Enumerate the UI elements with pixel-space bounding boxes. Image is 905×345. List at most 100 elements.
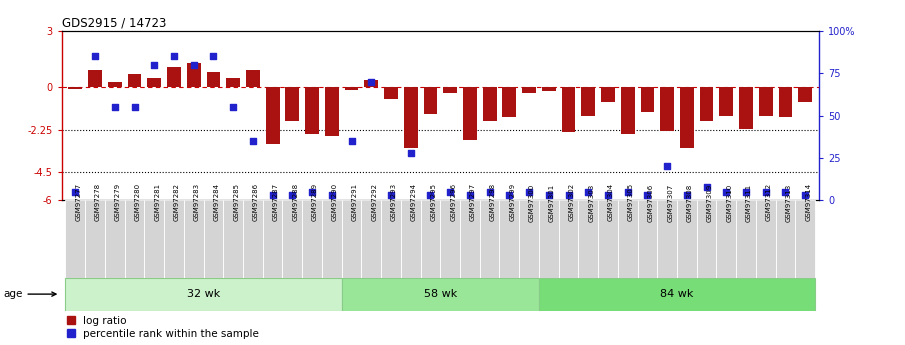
Text: GSM97298: GSM97298 xyxy=(490,183,496,221)
Point xyxy=(344,138,358,144)
Point xyxy=(226,104,241,110)
Bar xyxy=(776,200,795,278)
Bar xyxy=(361,200,381,278)
Bar xyxy=(538,278,815,310)
Bar xyxy=(266,87,280,144)
Point xyxy=(541,192,556,198)
Legend: log ratio, percentile rank within the sample: log ratio, percentile rank within the sa… xyxy=(67,316,260,339)
Point xyxy=(778,189,793,194)
Point xyxy=(147,62,161,68)
Text: GSM97314: GSM97314 xyxy=(805,183,811,221)
Point xyxy=(364,79,378,85)
Bar xyxy=(581,87,595,116)
Text: GSM97296: GSM97296 xyxy=(450,183,456,221)
Bar xyxy=(482,87,497,121)
Point xyxy=(680,192,694,198)
Bar xyxy=(421,200,440,278)
Bar xyxy=(285,87,300,121)
Bar xyxy=(167,67,181,87)
Text: GSM97299: GSM97299 xyxy=(510,183,515,221)
Text: GSM97311: GSM97311 xyxy=(746,183,752,221)
Text: GSM97277: GSM97277 xyxy=(75,183,81,221)
Text: GSM97300: GSM97300 xyxy=(529,183,535,221)
Point xyxy=(88,53,102,59)
Text: 32 wk: 32 wk xyxy=(187,289,220,299)
Text: GSM97284: GSM97284 xyxy=(214,184,219,221)
Bar xyxy=(206,72,220,87)
Bar xyxy=(305,87,319,134)
Bar xyxy=(736,200,756,278)
Bar xyxy=(700,87,713,121)
Bar xyxy=(719,87,733,116)
Bar xyxy=(384,87,398,99)
Bar xyxy=(302,200,322,278)
Bar xyxy=(460,200,480,278)
Bar xyxy=(601,87,614,102)
Text: GSM97285: GSM97285 xyxy=(233,184,239,221)
Point xyxy=(700,184,714,189)
Text: GSM97302: GSM97302 xyxy=(568,183,575,221)
Point xyxy=(384,192,398,198)
Bar xyxy=(184,200,204,278)
Point xyxy=(186,62,201,68)
Text: GDS2915 / 14723: GDS2915 / 14723 xyxy=(62,17,166,30)
Bar xyxy=(243,200,262,278)
Bar xyxy=(85,200,105,278)
Text: GSM97291: GSM97291 xyxy=(351,183,357,221)
Point xyxy=(502,192,517,198)
Bar xyxy=(661,87,674,131)
Bar xyxy=(578,200,598,278)
Bar xyxy=(795,200,815,278)
Text: GSM97295: GSM97295 xyxy=(431,184,436,221)
Bar xyxy=(480,200,500,278)
Point xyxy=(482,189,497,194)
Point xyxy=(621,189,635,194)
Point xyxy=(167,53,181,59)
Bar xyxy=(404,87,417,148)
Point xyxy=(462,192,477,198)
Text: GSM97278: GSM97278 xyxy=(95,183,101,221)
Text: GSM97287: GSM97287 xyxy=(272,183,279,221)
Bar xyxy=(562,87,576,132)
Point xyxy=(245,138,260,144)
Text: GSM97309: GSM97309 xyxy=(707,183,712,221)
Point xyxy=(758,189,773,194)
Text: GSM97294: GSM97294 xyxy=(411,184,416,221)
Text: GSM97279: GSM97279 xyxy=(115,183,120,221)
Point xyxy=(798,192,813,198)
Bar xyxy=(164,200,184,278)
Point xyxy=(206,53,221,59)
Bar xyxy=(246,70,260,87)
Bar xyxy=(618,200,637,278)
Text: GSM97308: GSM97308 xyxy=(687,183,693,221)
Bar xyxy=(637,200,657,278)
Text: 84 wk: 84 wk xyxy=(661,289,694,299)
Bar xyxy=(443,87,457,93)
Bar xyxy=(440,200,460,278)
Bar xyxy=(325,87,338,136)
Bar xyxy=(65,200,85,278)
Point xyxy=(719,189,734,194)
Bar xyxy=(756,200,776,278)
Text: GSM97286: GSM97286 xyxy=(252,183,259,221)
Bar xyxy=(697,200,717,278)
Text: GSM97306: GSM97306 xyxy=(647,183,653,221)
Text: GSM97282: GSM97282 xyxy=(174,184,180,221)
Bar xyxy=(538,200,558,278)
Point xyxy=(285,192,300,198)
Bar xyxy=(226,78,240,87)
Bar xyxy=(500,200,519,278)
Bar xyxy=(621,87,634,134)
Bar xyxy=(88,70,102,87)
Point xyxy=(424,192,438,198)
Bar xyxy=(381,200,401,278)
Point xyxy=(404,150,418,156)
Bar xyxy=(148,78,161,87)
Bar xyxy=(778,87,793,117)
Bar xyxy=(717,200,736,278)
Text: GSM97301: GSM97301 xyxy=(548,183,555,221)
Point xyxy=(660,164,674,169)
Point xyxy=(108,104,122,110)
Point xyxy=(640,192,654,198)
Bar xyxy=(657,200,677,278)
